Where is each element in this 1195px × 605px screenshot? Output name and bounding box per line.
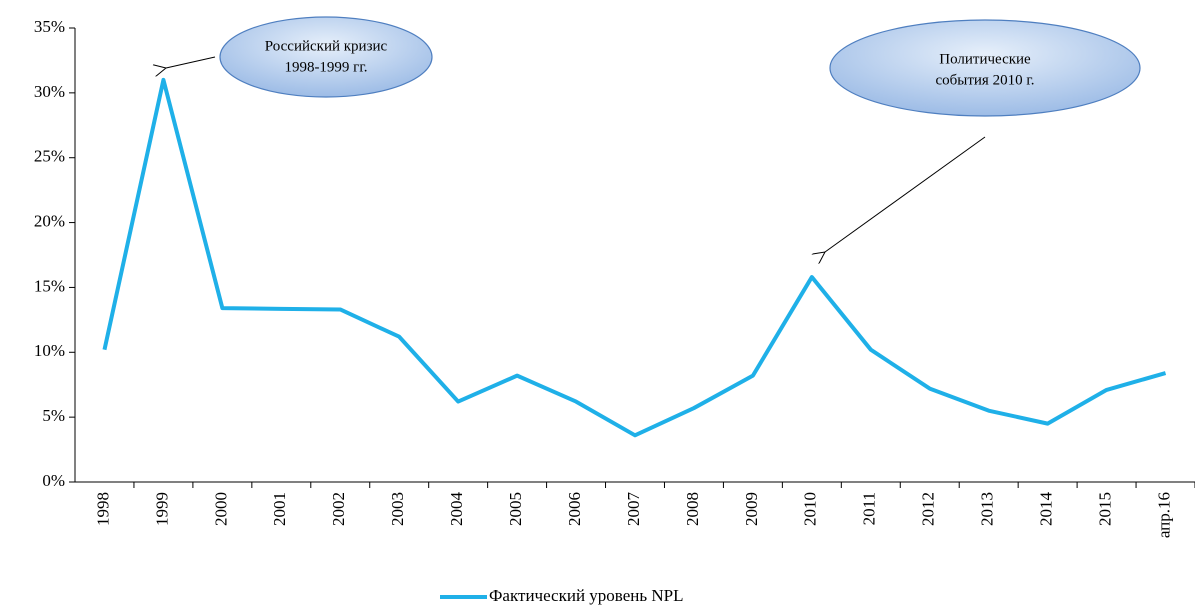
x-tick-label: 2004: [447, 492, 466, 527]
x-tick-label: 2007: [624, 492, 643, 527]
x-tick-label: 1998: [93, 492, 112, 526]
x-tick-label: апр.16: [1154, 492, 1173, 538]
y-tick-label: 5%: [42, 406, 65, 425]
annotation-text: события 2010 г.: [935, 72, 1034, 88]
y-tick-label: 10%: [34, 341, 65, 360]
x-tick-label: 2001: [270, 492, 289, 526]
x-tick-label: 2015: [1095, 492, 1114, 526]
legend-label: Фактический уровень NPL: [489, 586, 684, 605]
annotation-text: 1998-1999 гг.: [284, 59, 367, 75]
x-tick-label: 2013: [978, 492, 997, 526]
x-tick-label: 2006: [565, 492, 584, 526]
x-tick-label: 1999: [152, 492, 171, 526]
y-tick-label: 35%: [34, 17, 65, 36]
x-tick-label: 2003: [388, 492, 407, 526]
x-tick-label: 2010: [801, 492, 820, 526]
x-tick-label: 2009: [742, 492, 761, 526]
x-tick-label: 2011: [860, 492, 879, 525]
y-tick-label: 0%: [42, 471, 65, 490]
x-tick-label: 2002: [329, 492, 348, 526]
y-tick-label: 20%: [34, 211, 65, 230]
y-tick-label: 25%: [34, 147, 65, 166]
annotation-arrow: [166, 56, 216, 68]
x-tick-label: 2005: [506, 492, 525, 526]
annotation-bubble: [829, 19, 1141, 117]
annotation-text: Политические: [939, 51, 1031, 67]
x-tick-label: 2012: [919, 492, 938, 526]
annotation-arrow: [825, 136, 986, 252]
y-tick-label: 30%: [34, 82, 65, 101]
x-tick-label: 2014: [1037, 492, 1056, 527]
line-series: [102, 77, 1167, 438]
x-tick-label: 2000: [211, 492, 230, 526]
annotation-bubble: [219, 16, 433, 98]
x-tick-label: 2008: [683, 492, 702, 526]
y-tick-label: 15%: [34, 276, 65, 295]
annotation-text: Российский кризис: [265, 38, 388, 54]
